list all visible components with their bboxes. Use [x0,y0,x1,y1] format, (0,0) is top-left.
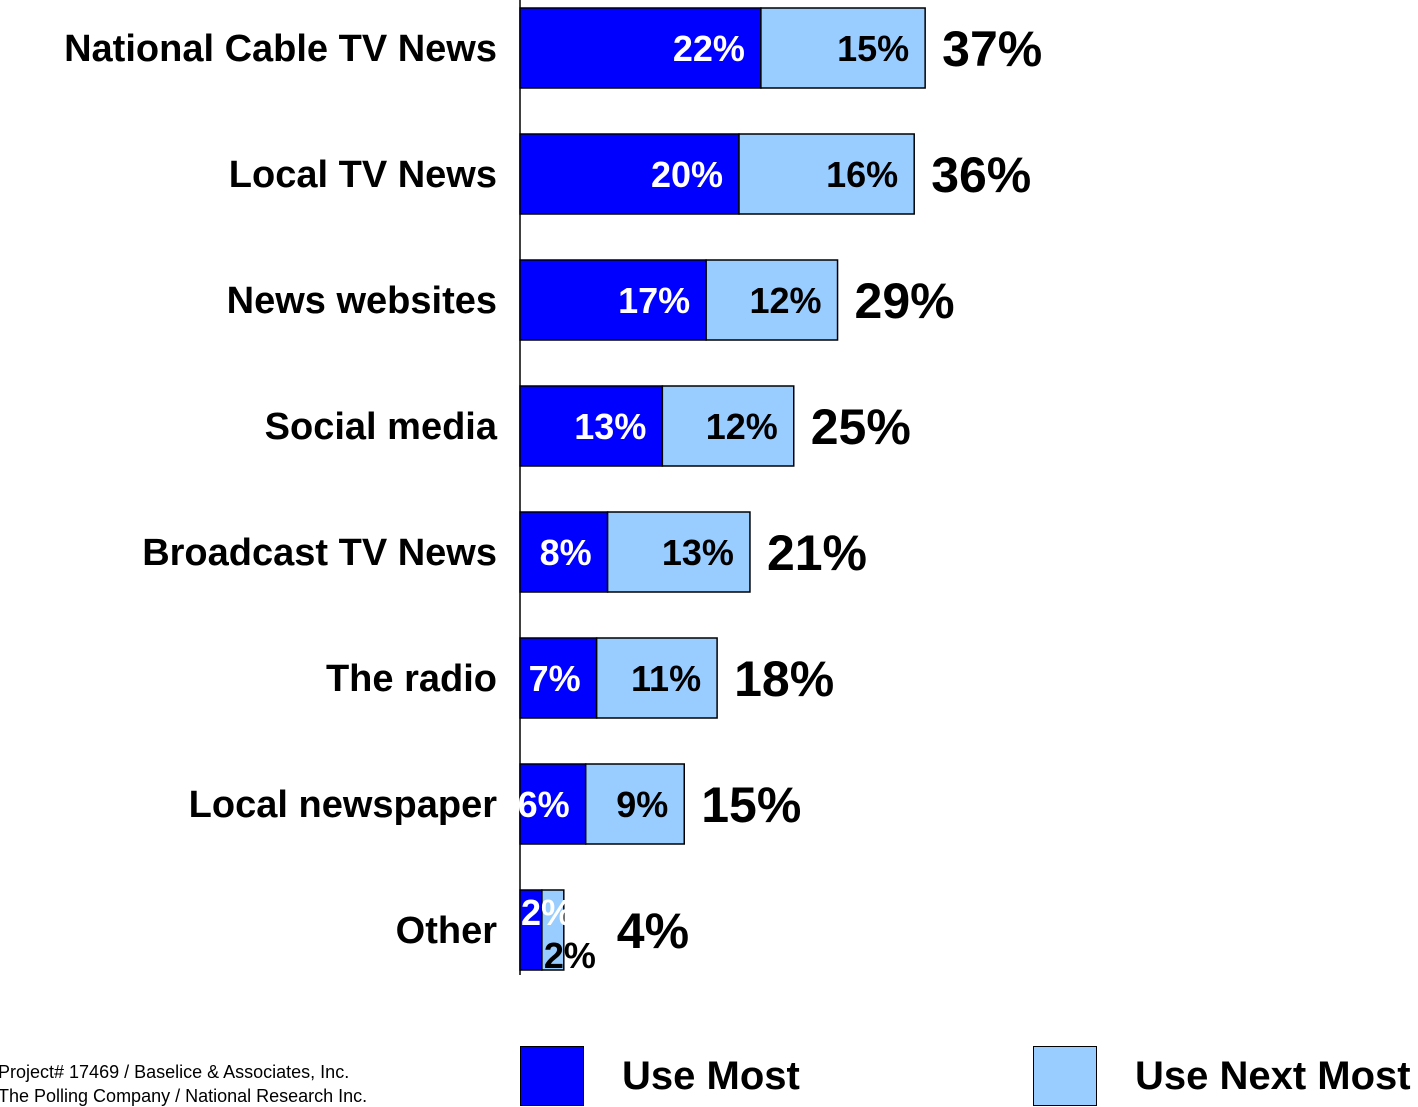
plot-area: National Cable TV News 22% 15% 37% Local TV … [64,0,1042,976]
legend-item-use-most: Use Most [520,1046,800,1106]
total-label-broadcast-tv-news: 21% [767,525,867,581]
total-label-national-cable-tv-news: 37% [942,21,1042,77]
bar-use-most-national-cable-tv-news [519,7,762,89]
bar-use-most-broadcast-tv-news [519,511,609,593]
total-label-the-radio: 18% [734,651,834,707]
total-label-social-media: 25% [811,399,911,455]
category-label-social-media: Social media [265,406,498,448]
data-label-use-most-local-tv-news: 20% [651,154,723,195]
data-label-use-most-social-media: 13% [574,406,646,447]
bar-use-next-most-broadcast-tv-news [606,511,751,593]
data-label-use-next-most-national-cable-tv-news: 15% [837,28,909,69]
data-label-use-most-local-newspaper: 6% [518,784,570,825]
data-label-use-next-most-social-media: 12% [706,406,778,447]
data-label-use-most-other: 2% [521,892,573,933]
footnote-line-1: Project# 17469 / Baselice & Associates, … [0,1062,350,1082]
category-label-local-tv-news: Local TV News [229,154,497,196]
legend-label-use-next-most: Use Next Most [1135,1053,1411,1098]
legend-swatch-use-next-most [1033,1046,1097,1106]
bar-use-next-most-news-websites [705,259,839,341]
data-label-use-next-most-local-tv-news: 16% [826,154,898,195]
bar-chart: National Cable TV News 22% 15% 37% Local TV … [64,0,1042,976]
data-label-use-next-most-the-radio: 11% [631,658,701,699]
legend-item-use-next-most: Use Next Most [1033,1046,1411,1106]
category-label-news-websites: News websites [227,280,497,322]
total-label-news-websites: 29% [855,273,955,329]
bar-use-next-most-social-media [661,385,795,467]
category-label-broadcast-tv-news: Broadcast TV News [142,532,497,574]
category-label-the-radio: The radio [326,658,497,700]
data-label-use-most-the-radio: 7% [529,658,581,699]
category-label-other: Other [396,910,498,952]
category-label-local-newspaper: Local newspaper [189,784,498,826]
total-label-local-tv-news: 36% [931,147,1031,203]
legend-label-use-most: Use Most [622,1053,800,1098]
data-label-use-next-most-broadcast-tv-news: 13% [662,532,734,573]
bar-use-next-most-local-newspaper [584,763,686,845]
bar-use-next-most-local-tv-news [738,133,915,215]
data-label-use-next-most-news-websites: 12% [749,280,821,321]
bar-use-next-most-national-cable-tv-news [760,7,926,89]
data-label-use-most-national-cable-tv-news: 22% [673,28,745,69]
footnote-line-2: The Polling Company / National Research … [0,1086,368,1106]
bar-use-most-local-newspaper [519,763,587,845]
data-label-use-next-most-other: 2% [544,935,596,976]
total-label-other: 4% [617,903,689,959]
bar-use-most-local-tv-news [519,133,740,215]
bar-use-next-most-other [541,889,565,971]
data-label-use-most-broadcast-tv-news: 8% [540,532,592,573]
category-label-national-cable-tv-news: National Cable TV News [64,28,497,70]
bar-use-most-the-radio [519,637,598,719]
total-label-local-newspaper: 15% [701,777,801,833]
legend-swatch-use-most [520,1046,584,1106]
data-label-use-next-most-local-newspaper: 9% [616,784,668,825]
bar-use-next-most-the-radio [595,637,718,719]
data-label-use-most-news-websites: 17% [618,280,690,321]
